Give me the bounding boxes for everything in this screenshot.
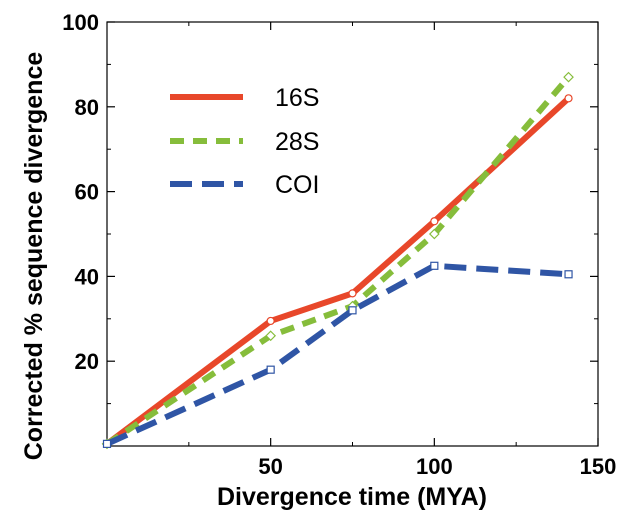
data-point-16s <box>430 217 439 226</box>
y-axis-ticks: 20 40 60 80 100 <box>62 10 598 405</box>
data-point-28s <box>428 228 440 240</box>
y-tick-label: 40 <box>75 264 99 289</box>
y-tick-label: 60 <box>75 180 99 205</box>
legend: 16S 28S COI <box>170 84 319 199</box>
data-point-coi <box>348 306 357 315</box>
series-layer <box>101 71 574 450</box>
legend-label-coi: COI <box>275 171 319 199</box>
data-point-16s <box>564 94 573 103</box>
data-point-16s <box>266 316 275 326</box>
plot-frame <box>106 21 599 447</box>
x-tick-label: 150 <box>580 454 617 479</box>
x-axis-ticks: 50 100 150 <box>188 22 617 479</box>
data-point-28s <box>265 330 277 342</box>
y-axis-label: Corrected % sequence divergence <box>20 52 48 461</box>
series-line-16s <box>105 96 571 447</box>
data-point-coi <box>430 261 439 270</box>
y-tick-label: 100 <box>62 10 99 35</box>
legend-label-16s: 16S <box>275 84 319 112</box>
y-tick-label: 20 <box>75 349 99 374</box>
legend-label-28s: 28S <box>275 128 319 156</box>
data-point-16s <box>348 289 357 298</box>
data-point-coi <box>102 439 112 448</box>
series-line-coi <box>105 262 569 447</box>
data-point-coi <box>266 365 275 374</box>
data-point-28s <box>563 71 574 83</box>
data-point-coi <box>564 270 573 279</box>
y-tick-label: 80 <box>75 95 99 120</box>
x-tick-label: 50 <box>258 454 282 479</box>
x-tick-label: 100 <box>416 454 453 479</box>
x-axis-label: Divergence time (MYA) <box>217 483 487 511</box>
